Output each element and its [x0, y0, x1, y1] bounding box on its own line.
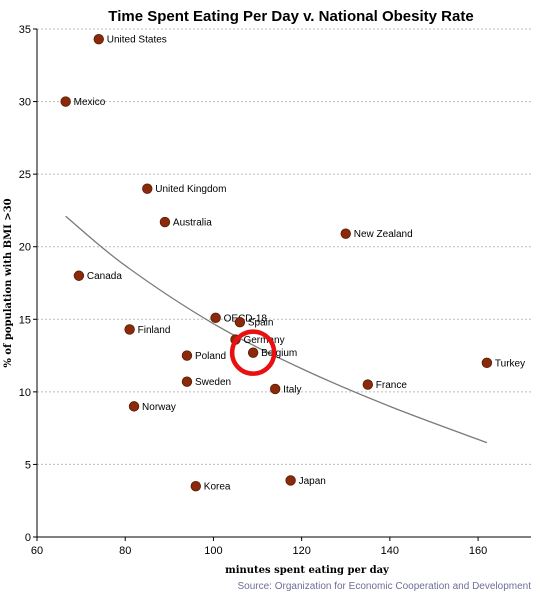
data-point-japan	[285, 475, 296, 486]
gridlines	[37, 28, 531, 465]
y-tick-label: 20	[19, 242, 31, 254]
data-point-korea	[190, 481, 201, 492]
x-tick-label: 80	[119, 545, 131, 557]
data-point-sweden	[181, 376, 193, 387]
x-tick-label: 120	[292, 545, 310, 557]
data-point-mexico	[60, 96, 71, 107]
y-axis-label: % of population with BMI >30	[3, 198, 14, 367]
data-point-new-zealand	[340, 228, 351, 239]
y-tick-label: 15	[19, 314, 31, 326]
data-point-turkey	[481, 357, 493, 369]
axes: 0 5 10 15 20 25 30 35 60 80 100 120 140 160	[19, 24, 531, 557]
data-label-germany: Germany	[243, 335, 284, 346]
data-point-canada	[73, 270, 85, 281]
source-note: Source: Organization for Economic Cooper…	[238, 581, 532, 592]
data-label-sweden: Sweden	[195, 377, 231, 388]
data-point-norway	[128, 401, 140, 412]
data-label-france: France	[376, 380, 408, 391]
chart-title: Time Spent Eating Per Day v. National Ob…	[108, 8, 473, 25]
data-point-australia	[159, 216, 171, 228]
x-axis-label: minutes spent eating per day	[225, 565, 390, 576]
data-label-italy: Italy	[283, 384, 301, 395]
trendline-group	[65, 215, 488, 444]
data-points: United States Mexico United Kingdom Austral…	[60, 33, 525, 493]
data-label-united-states: United States	[107, 35, 167, 46]
data-label-canada: Canada	[87, 271, 122, 282]
x-tick-label: 160	[469, 545, 487, 557]
y-tick-label: 30	[19, 97, 31, 109]
data-label-new-zealand: New Zealand	[354, 229, 413, 240]
data-point-united-states	[93, 33, 104, 45]
data-point-belgium	[247, 347, 259, 358]
highlight-circle	[229, 329, 277, 376]
data-label-norway: Norway	[142, 402, 176, 413]
data-point-poland	[181, 350, 193, 361]
y-tick-label: 25	[19, 169, 31, 181]
data-point-italy	[269, 383, 281, 395]
trendline	[65, 215, 488, 444]
data-point-spain	[234, 316, 246, 328]
x-tick-label: 140	[381, 545, 399, 557]
data-point-oecd-18	[210, 312, 221, 324]
y-tick-label: 35	[19, 24, 31, 36]
data-label-japan: Japan	[299, 476, 326, 487]
x-tick-label: 60	[31, 545, 43, 557]
data-point-finland	[124, 324, 135, 335]
y-tick-label: 5	[25, 459, 31, 471]
data-point-france	[362, 379, 374, 390]
data-label-poland: Poland	[195, 351, 226, 362]
y-tick-label: 0	[25, 532, 31, 544]
data-label-turkey: Turkey	[495, 358, 525, 369]
data-label-spain: Spain	[248, 318, 274, 329]
data-label-finland: Finland	[138, 325, 171, 336]
data-label-oecd-18: OECD-18	[224, 313, 268, 324]
data-label-mexico: Mexico	[74, 97, 106, 108]
data-label-australia: Australia	[173, 218, 212, 229]
y-tick-label: 10	[19, 387, 31, 399]
data-point-united-kingdom	[142, 183, 153, 194]
data-label-belgium: Belgium	[261, 348, 297, 359]
data-label-korea: Korea	[204, 482, 231, 493]
data-label-united-kingdom: United Kingdom	[155, 184, 226, 195]
highlight-group	[229, 329, 277, 376]
x-tick-label: 100	[204, 545, 222, 557]
